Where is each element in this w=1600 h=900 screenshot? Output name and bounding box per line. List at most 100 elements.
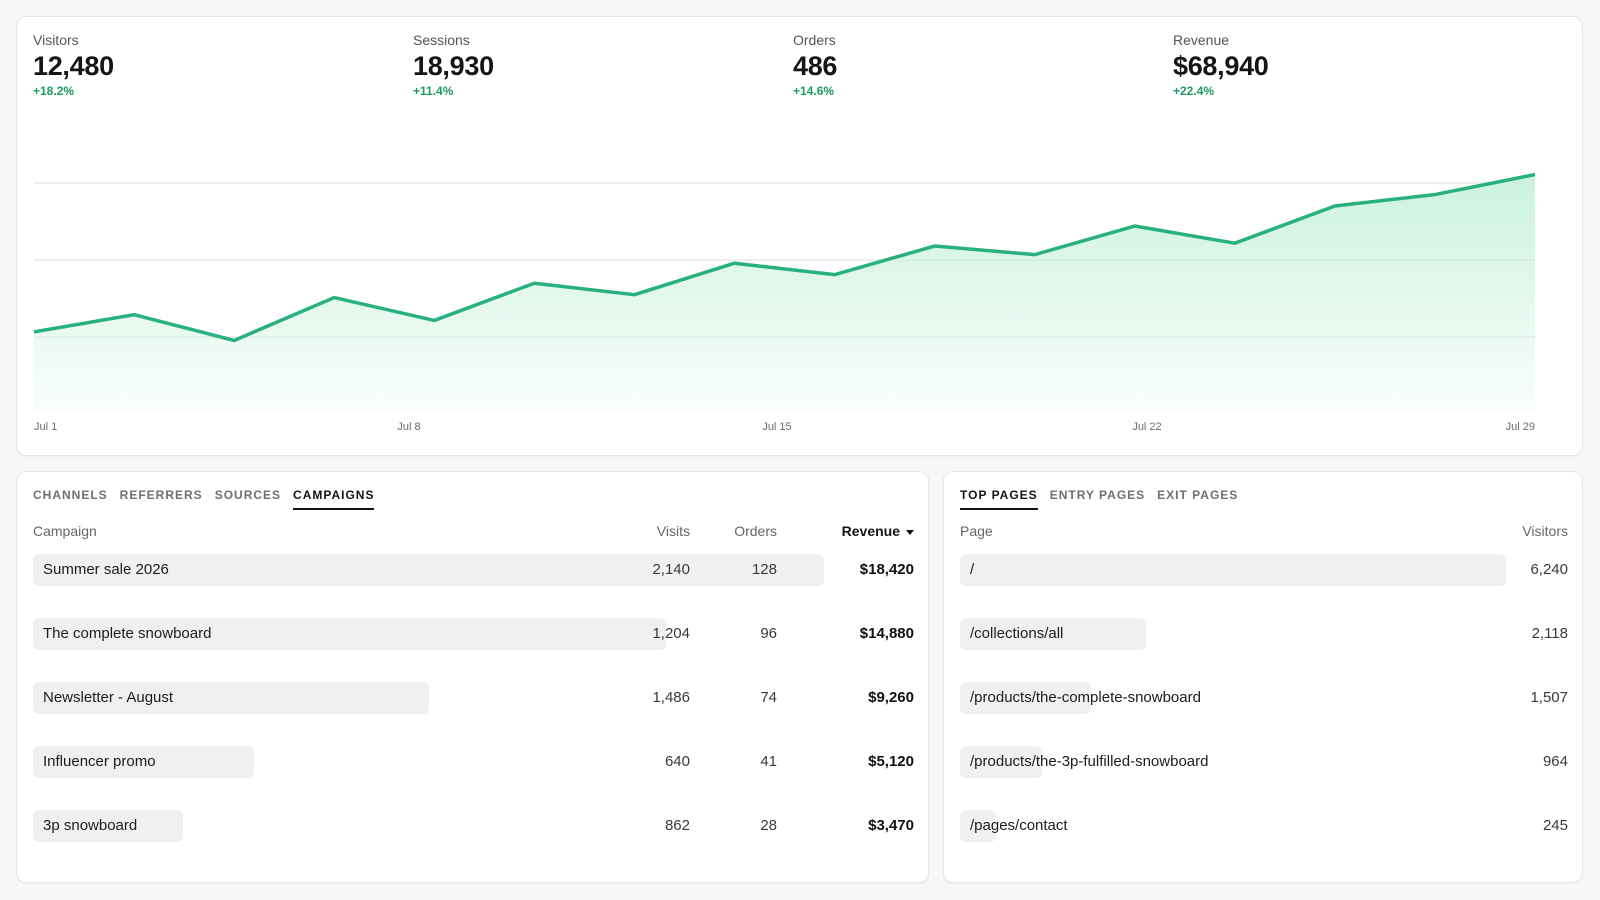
metric-label: Sessions [413,32,470,48]
campaign-revenue: $3,470 [868,817,914,834]
campaign-orders: 28 [760,817,777,834]
column-header-campaign[interactable]: Campaign [33,523,97,539]
chart-point[interactable] [228,334,240,346]
chart-area-fill [34,174,1535,412]
page-share-bar [960,618,1146,650]
tab-campaigns[interactable]: CAMPAIGNS [293,488,375,510]
pages-card: TOP PAGES ENTRY PAGES EXIT PAGES Page Vi… [943,471,1583,883]
chart-point[interactable] [929,240,941,252]
tab-referrers[interactable]: REFERRERS [119,488,203,502]
column-header-revenue[interactable]: Revenue [842,523,914,539]
chart-point[interactable] [1129,220,1141,232]
campaign-orders: 74 [760,689,777,706]
metric-label: Revenue [1173,32,1230,48]
page-share-bar [960,554,1506,586]
metric-sessions[interactable]: Sessions 18,930 +11.4% [413,32,494,98]
metric-value: 12,480 [33,51,114,81]
table-row[interactable]: /pages/contact 245 [960,810,1568,842]
campaign-revenue: $18,420 [859,561,914,578]
sort-descending-icon [906,529,914,535]
page-share-bar [960,746,1042,778]
campaign-visits: 640 [664,753,690,770]
chart-point[interactable] [328,292,340,304]
tab-sources[interactable]: SOURCES [214,488,282,502]
x-tick-label: Jul 1 [34,421,57,433]
chart-point[interactable] [428,314,440,326]
campaign-orders: 128 [751,561,777,578]
campaign-name: The complete snowboard [43,625,212,642]
x-tick-label: Jul 22 [1132,421,1161,433]
chart-point[interactable] [728,257,740,269]
chart-point[interactable] [1529,169,1541,181]
campaign-orders: 96 [760,625,777,642]
page-visitors: 6,240 [1530,561,1568,578]
campaign-share-bar [33,746,254,778]
chart-point[interactable] [1329,200,1341,212]
campaign-share-bar [33,618,666,650]
column-header-visits[interactable]: Visits [656,523,690,539]
tab-exit-pages[interactable]: EXIT PAGES [1157,488,1239,502]
column-header-page[interactable]: Page [960,523,993,539]
tab-entry-pages[interactable]: ENTRY PAGES [1049,488,1146,502]
metric-value: 486 [793,51,838,81]
visitors-trend-chart: Jul 1 Jul 8 Jul 15 Jul 22 Jul 29 [28,169,1541,433]
table-row[interactable]: /products/the-complete-snowboard 1,507 [960,682,1568,714]
campaign-revenue: $14,880 [859,625,914,642]
page-visitors: 2,118 [1531,625,1568,642]
chart-point[interactable] [628,289,640,301]
x-tick-label: Jul 8 [397,421,420,433]
campaign-visits: 1,204 [652,625,690,642]
table-row[interactable]: Summer sale 2026 2,140 128 $18,420 [33,554,914,586]
chart-point[interactable] [28,326,40,338]
campaign-name: Summer sale 2026 [43,561,169,578]
table-row[interactable]: Newsletter - August 1,486 74 $9,260 [33,682,914,714]
page-visitors: 1,507 [1530,689,1568,706]
pages-tabs: TOP PAGES ENTRY PAGES EXIT PAGES [960,488,1238,510]
page-visitors: 964 [1542,753,1568,770]
metric-delta: +11.4% [413,84,454,98]
metric-delta: +22.4% [1173,84,1215,98]
campaign-visits: 2,140 [652,561,690,578]
metric-orders[interactable]: Orders 486 +14.6% [793,32,837,98]
campaigns-card: CHANNELS REFERRERS SOURCES CAMPAIGNS Cam… [16,471,929,883]
chart-point[interactable] [829,269,841,281]
tab-top-pages[interactable]: TOP PAGES [960,488,1038,510]
column-header-visitors[interactable]: Visitors [1522,523,1568,539]
page-visitors: 245 [1542,817,1568,834]
chart-point[interactable] [1029,249,1041,261]
column-header-orders[interactable]: Orders [734,523,777,539]
campaign-revenue: $5,120 [868,753,914,770]
table-row[interactable]: /collections/all 2,118 [960,618,1568,650]
campaign-visits: 1,486 [652,689,690,706]
page-path: /products/the-complete-snowboard [970,689,1201,706]
campaign-name: Influencer promo [43,753,156,770]
table-row[interactable]: Influencer promo 640 41 $5,120 [33,746,914,778]
table-row[interactable]: 3p snowboard 862 28 $3,470 [33,810,914,842]
x-tick-label: Jul 15 [762,421,791,433]
metric-value: 18,930 [413,51,494,81]
metric-value: $68,940 [1173,51,1269,81]
chart-point[interactable] [128,309,140,321]
metric-label: Visitors [33,32,79,48]
metric-revenue[interactable]: Revenue $68,940 +22.4% [1173,32,1269,98]
chart-point[interactable] [1229,237,1241,249]
page-path: / [970,561,975,578]
chart-point[interactable] [528,277,540,289]
table-row[interactable]: /products/the-3p-fulfilled-snowboard 964 [960,746,1568,778]
chart-point[interactable] [1429,189,1441,201]
metric-visitors[interactable]: Visitors 12,480 +18.2% [33,32,114,98]
metric-label: Orders [793,32,836,48]
metric-delta: +18.2% [33,84,75,98]
page-path: /collections/all [970,625,1064,642]
table-row[interactable]: The complete snowboard 1,204 96 $14,880 [33,618,914,650]
page-share-bar [960,810,996,842]
campaign-share-bar [33,682,429,714]
campaign-share-bar [33,810,183,842]
campaign-orders: 41 [760,753,777,770]
metric-delta: +14.6% [793,84,835,98]
page-path: /pages/contact [970,817,1068,834]
campaign-share-bar [33,554,824,586]
tab-channels[interactable]: CHANNELS [33,488,108,502]
page-path: /products/the-3p-fulfilled-snowboard [970,753,1209,770]
table-row[interactable]: / 6,240 [960,554,1568,586]
